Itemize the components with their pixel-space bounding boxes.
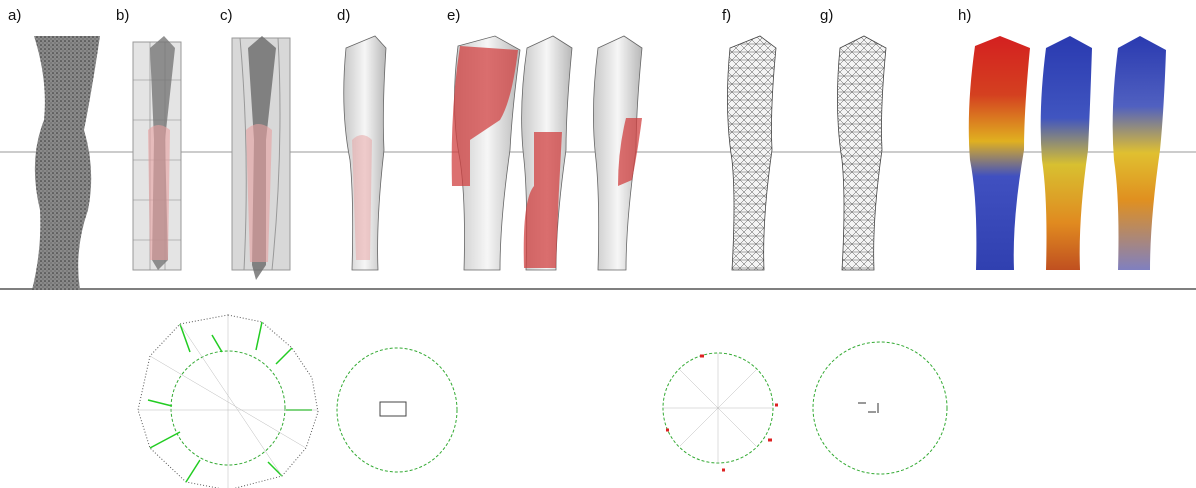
panel-label: d) bbox=[337, 7, 350, 24]
mesh-leg bbox=[837, 36, 886, 270]
heatmap-leg bbox=[1041, 36, 1092, 270]
muscle bbox=[246, 124, 272, 262]
panel-label: c) bbox=[220, 7, 233, 24]
panel-label: a) bbox=[8, 7, 21, 24]
cross-sections bbox=[138, 315, 947, 488]
panel-label: h) bbox=[958, 7, 971, 24]
heatmap-leg bbox=[969, 36, 1030, 270]
panel-label: e) bbox=[447, 7, 460, 24]
heatmap-leg bbox=[1113, 36, 1166, 270]
point-cloud bbox=[32, 36, 100, 290]
panel-label: b) bbox=[116, 7, 129, 24]
figure: a) b) c) d) e) f) g) h) bbox=[0, 0, 1196, 488]
muscle bbox=[148, 125, 170, 260]
mesh-leg bbox=[727, 36, 776, 270]
panel-label: f) bbox=[722, 7, 731, 24]
panel-label: g) bbox=[820, 7, 833, 24]
